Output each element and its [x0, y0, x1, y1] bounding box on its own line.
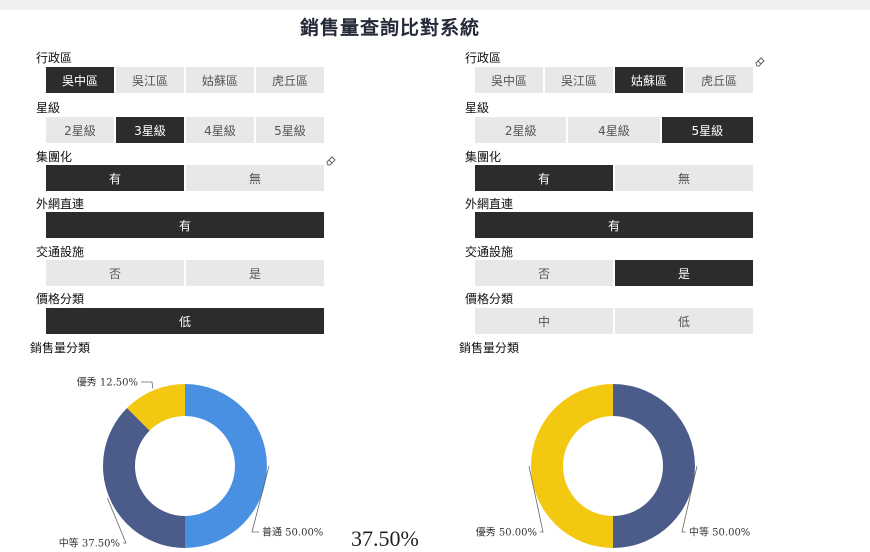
right-transport-slicer: 否是	[475, 260, 753, 286]
left-district-option-3[interactable]: 姑蘇區	[186, 67, 254, 93]
right-district-label: 行政區	[465, 51, 502, 65]
right-price-option-2[interactable]: 低	[615, 308, 753, 334]
right-group-slicer: 有無	[475, 165, 753, 191]
left-star-level-label: 星級	[36, 101, 61, 115]
left-donut-chart: 普通 50.00% 中等 37.50% 優秀 12.50%	[59, 376, 324, 550]
right-price-label: 價格分類	[465, 292, 514, 306]
left-group-slicer: 有無	[46, 165, 324, 191]
right-internet-option-1[interactable]: 有	[475, 212, 753, 238]
right-star-level-slicer: 2星級 4星級 5星級	[475, 117, 753, 143]
left-donut-data-label-1: 普通 50.00%	[262, 526, 323, 539]
right-donut-leader-1	[681, 465, 698, 533]
top-strip	[0, 0, 870, 10]
page-title: 銷售量查詢比對系統	[299, 17, 480, 39]
left-group-option-2[interactable]: 無	[186, 165, 324, 191]
left-filter-panel: 行政區 吳中區 吳江區 姑蘇區 虎丘區 星級 2星級 3星級 4星級 5星級 集團化有無外網直連有交…	[0, 0, 400, 552]
right-star-level-option-2[interactable]: 4星級	[568, 117, 660, 143]
right-price-option-1[interactable]: 中	[475, 308, 613, 334]
right-group-option-1[interactable]: 有	[475, 165, 613, 191]
right-price-slicer: 中低	[475, 308, 753, 334]
left-district-label: 行政區	[36, 51, 73, 65]
right-star-level-option-1[interactable]: 2星級	[475, 117, 567, 143]
left-transport-option-1[interactable]: 否	[46, 260, 184, 286]
left-district-option-2[interactable]: 吳江區	[116, 67, 184, 93]
left-chart-label: 銷售量分類	[30, 341, 91, 355]
left-donut-leader-1	[251, 465, 270, 533]
right-transport-option-1[interactable]: 否	[475, 260, 613, 286]
left-donut-slice-2[interactable]	[103, 408, 185, 548]
left-star-level-slicer: 2星級 3星級 4星級 5星級	[46, 117, 324, 143]
left-internet-label: 外網直連	[36, 197, 85, 211]
left-group-label: 集團化	[36, 150, 73, 164]
left-donut-slice-3[interactable]	[127, 384, 185, 431]
right-transport-option-2[interactable]: 是	[615, 260, 753, 286]
right-donut-chart: 中等 50.00% 優秀 50.00%	[476, 384, 750, 548]
left-district-option-4[interactable]: 虎丘區	[256, 67, 324, 93]
left-star-level-option-3[interactable]: 4星級	[186, 117, 254, 143]
right-star-level-label: 星級	[465, 101, 490, 115]
left-donut-leader-3	[141, 381, 154, 389]
left-transport-label: 交通設施	[36, 245, 85, 259]
left-star-level-option-2[interactable]: 3星級	[116, 117, 184, 143]
right-donut-slice-2[interactable]	[531, 384, 613, 548]
right-filter-panel: 行政區 吳中區 吳江區 姑蘇區 虎丘區 星級 2星級 4星級 5星級 集團化有無外網直連有交通設施…	[429, 0, 829, 552]
right-district-option-3[interactable]: 姑蘇區	[615, 67, 683, 93]
left-donut-slice-1[interactable]	[185, 384, 267, 548]
left-star-level-option-1[interactable]: 2星級	[46, 117, 114, 143]
right-group-label: 集團化	[465, 150, 502, 164]
left-internet-option-1[interactable]: 有	[46, 212, 324, 238]
center-percentage: 37.50%	[351, 526, 419, 551]
right-clear-filter-eraser-icon[interactable]	[754, 52, 766, 67]
left-price-label: 價格分類	[36, 292, 85, 306]
right-district-option-4[interactable]: 虎丘區	[685, 67, 753, 93]
left-donut-data-label-2: 中等 37.50%	[59, 537, 120, 550]
left-transport-slicer: 否是	[46, 260, 324, 286]
left-donut-data-label-3: 優秀 12.50%	[77, 376, 138, 389]
right-donut-data-label-2: 優秀 50.00%	[476, 526, 537, 539]
right-donut-leader-2	[528, 465, 544, 533]
right-district-slicer: 吳中區 吳江區 姑蘇區 虎丘區	[475, 67, 753, 93]
right-chart-label: 銷售量分類	[459, 341, 520, 355]
right-group-option-2[interactable]: 無	[615, 165, 753, 191]
right-donut-data-label-1: 中等 50.00%	[689, 526, 750, 539]
right-internet-slicer: 有	[475, 212, 753, 238]
left-district-option-1[interactable]: 吳中區	[46, 67, 114, 93]
right-star-level-option-3[interactable]: 5星級	[661, 117, 753, 143]
left-price-slicer: 低	[46, 308, 324, 334]
left-group-option-1[interactable]: 有	[46, 165, 184, 191]
left-price-option-1[interactable]: 低	[46, 308, 324, 334]
left-district-slicer: 吳中區 吳江區 姑蘇區 虎丘區	[46, 67, 324, 93]
left-star-level-option-4[interactable]: 5星級	[256, 117, 324, 143]
left-internet-slicer: 有	[46, 212, 324, 238]
left-clear-filter-eraser-icon[interactable]	[325, 151, 337, 166]
left-transport-option-2[interactable]: 是	[186, 260, 324, 286]
right-internet-label: 外網直連	[465, 197, 514, 211]
left-donut-leader-2	[107, 497, 127, 544]
right-donut-slice-1[interactable]	[613, 384, 695, 548]
right-district-option-2[interactable]: 吳江區	[545, 67, 613, 93]
right-district-option-1[interactable]: 吳中區	[475, 67, 543, 93]
right-transport-label: 交通設施	[465, 245, 514, 259]
